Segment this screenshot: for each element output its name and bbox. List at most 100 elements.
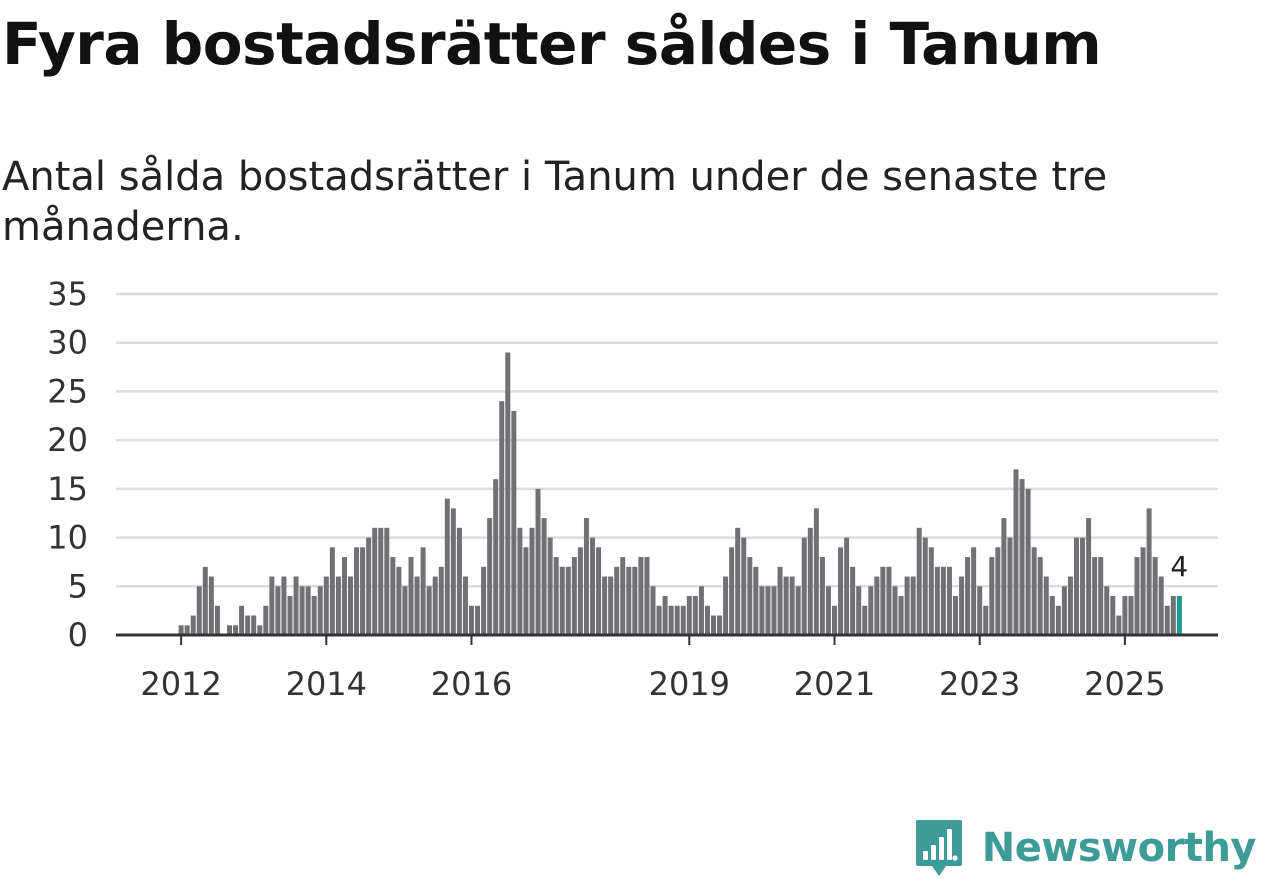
bar xyxy=(293,576,299,635)
bar xyxy=(1074,537,1079,635)
y-tick-label: 0 xyxy=(68,616,88,654)
bar xyxy=(1134,557,1140,635)
bar xyxy=(269,576,275,635)
bar xyxy=(704,605,710,635)
bar xyxy=(916,527,922,635)
bar xyxy=(450,508,456,635)
y-tick-label: 5 xyxy=(68,567,88,605)
bar xyxy=(475,605,481,635)
bar xyxy=(378,527,384,635)
bar xyxy=(444,498,450,635)
bar xyxy=(287,596,293,635)
bar xyxy=(662,596,668,635)
x-tick-label: 2021 xyxy=(794,665,875,703)
bar xyxy=(384,527,390,635)
bar xyxy=(323,576,329,635)
bar xyxy=(571,557,577,635)
bar xyxy=(989,557,995,635)
x-tick-label: 2019 xyxy=(649,665,730,703)
bar xyxy=(674,605,680,635)
x-tick-label: 2025 xyxy=(1084,665,1165,703)
bar xyxy=(735,527,741,635)
bar xyxy=(505,352,511,635)
bar xyxy=(844,537,850,635)
bar xyxy=(959,576,965,635)
bar xyxy=(239,605,245,635)
newsworthy-brand: Newsworthy xyxy=(914,818,1257,878)
bar xyxy=(487,518,493,635)
bar xyxy=(517,527,523,635)
bar xyxy=(862,605,868,635)
bar xyxy=(686,596,692,635)
bar xyxy=(317,586,323,635)
bar xyxy=(541,518,547,635)
bar xyxy=(1116,615,1122,635)
bar xyxy=(983,605,989,635)
bar xyxy=(583,518,589,635)
bar xyxy=(729,547,735,635)
bar xyxy=(233,625,239,635)
x-tick-label: 2023 xyxy=(939,665,1020,703)
bar xyxy=(880,566,886,635)
bar xyxy=(1086,518,1092,635)
newsworthy-logo-icon xyxy=(915,820,962,876)
bar xyxy=(711,615,716,635)
bar xyxy=(850,566,856,635)
bar xyxy=(940,566,946,635)
bar xyxy=(281,576,287,635)
bar xyxy=(1031,547,1037,635)
bar xyxy=(819,557,825,635)
bar xyxy=(783,576,789,635)
bar-highlight xyxy=(1176,596,1182,635)
bar xyxy=(190,615,196,635)
bar xyxy=(1013,469,1019,635)
bar xyxy=(305,586,311,635)
bar xyxy=(462,576,468,635)
bar xyxy=(668,605,674,635)
bar xyxy=(481,566,487,635)
bar xyxy=(638,557,644,635)
bar xyxy=(184,625,190,635)
bar xyxy=(753,566,759,635)
bar xyxy=(1007,537,1013,635)
bar xyxy=(469,605,474,635)
bar xyxy=(910,576,916,635)
bar xyxy=(602,576,608,635)
bar xyxy=(620,557,626,635)
bar xyxy=(1092,557,1098,635)
bar xyxy=(1158,576,1164,635)
bar xyxy=(886,566,892,635)
bar xyxy=(747,557,753,635)
bar xyxy=(251,615,257,635)
bar xyxy=(898,596,904,635)
bar xyxy=(977,586,983,635)
bar xyxy=(856,586,862,635)
bar xyxy=(432,576,438,635)
bar xyxy=(372,527,378,635)
bar xyxy=(329,547,335,635)
bar xyxy=(1128,596,1134,635)
last-value-annotation: 4 xyxy=(1170,550,1188,583)
bar xyxy=(178,625,184,635)
bar xyxy=(227,625,232,635)
bar xyxy=(953,596,958,635)
bar xyxy=(196,586,202,635)
bar xyxy=(553,557,559,635)
bar xyxy=(1152,557,1158,635)
bar xyxy=(299,586,305,635)
bar xyxy=(311,596,317,635)
bar xyxy=(801,537,807,635)
bar xyxy=(590,537,595,635)
bar xyxy=(577,547,583,635)
chart-title: Fyra bostadsrätter såldes i Tanum xyxy=(2,10,1102,78)
bar xyxy=(614,566,620,635)
bar xyxy=(535,488,541,635)
bar xyxy=(245,615,251,635)
bar xyxy=(214,605,220,635)
bar xyxy=(565,566,571,635)
bar xyxy=(825,586,831,635)
bar xyxy=(438,566,444,635)
y-tick-label: 25 xyxy=(47,372,88,410)
bar xyxy=(202,566,208,635)
